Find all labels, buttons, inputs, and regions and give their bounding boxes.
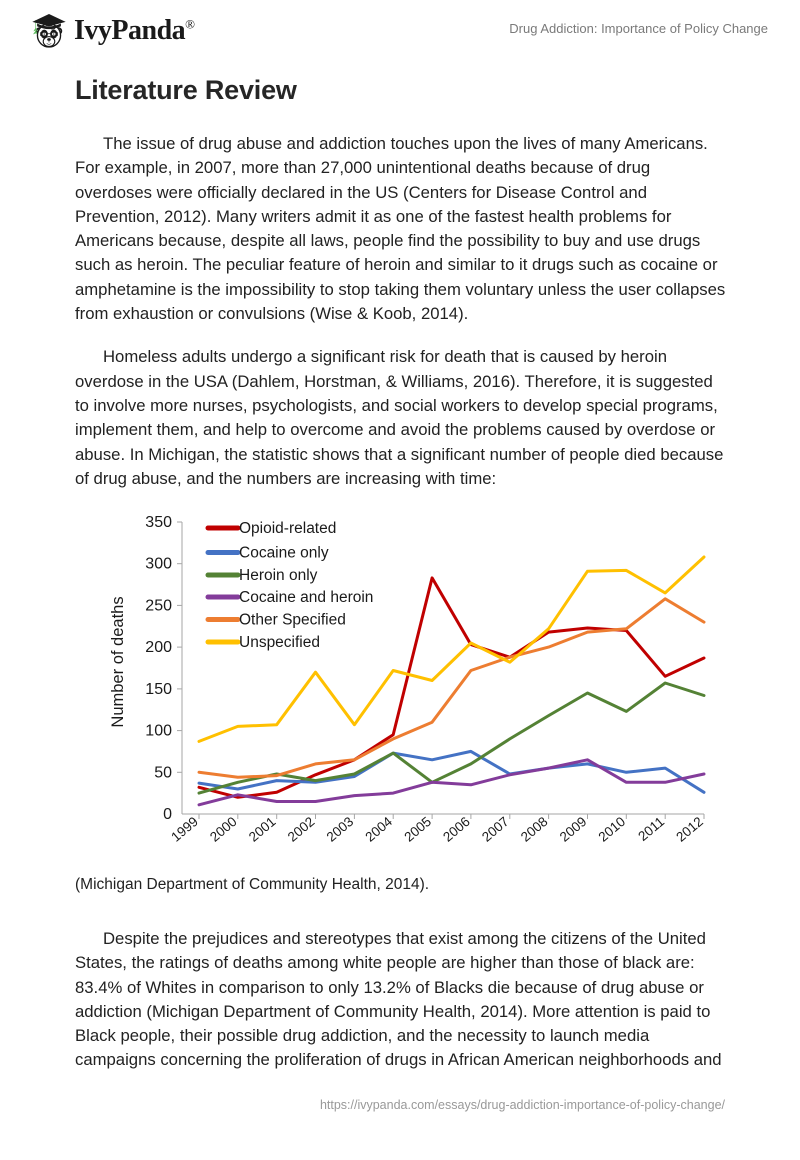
svg-text:150: 150 <box>145 681 172 698</box>
svg-text:300: 300 <box>145 556 172 573</box>
svg-text:350: 350 <box>145 514 172 531</box>
svg-text:2005: 2005 <box>401 814 434 845</box>
svg-text:Unspecified: Unspecified <box>239 634 320 651</box>
svg-text:Heroin only: Heroin only <box>239 567 318 584</box>
svg-text:2011: 2011 <box>635 814 667 844</box>
svg-text:100: 100 <box>145 723 172 740</box>
svg-text:2006: 2006 <box>440 814 473 845</box>
svg-text:50: 50 <box>154 764 172 781</box>
svg-text:2008: 2008 <box>518 814 551 845</box>
svg-text:2012: 2012 <box>673 814 706 845</box>
svg-text:0: 0 <box>163 806 172 823</box>
svg-text:2004: 2004 <box>362 814 395 845</box>
svg-text:200: 200 <box>145 639 172 656</box>
svg-text:Cocaine and heroin: Cocaine and heroin <box>239 589 373 606</box>
svg-text:2002: 2002 <box>285 814 318 845</box>
svg-text:2000: 2000 <box>207 814 240 845</box>
svg-text:2009: 2009 <box>557 814 590 845</box>
svg-text:Opioid-related: Opioid-related <box>239 520 336 537</box>
svg-text:2007: 2007 <box>479 814 512 845</box>
svg-text:2010: 2010 <box>596 814 629 845</box>
svg-text:1999: 1999 <box>168 814 201 845</box>
svg-text:2001: 2001 <box>246 814 279 845</box>
svg-text:Number of deaths: Number of deaths <box>109 596 127 727</box>
svg-text:2003: 2003 <box>324 814 357 845</box>
svg-text:Other Specified: Other Specified <box>239 612 346 629</box>
svg-text:Cocaine only: Cocaine only <box>239 545 329 562</box>
svg-text:250: 250 <box>145 597 172 614</box>
